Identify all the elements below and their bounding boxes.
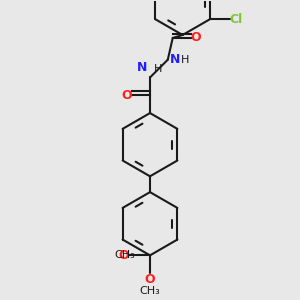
Text: H: H xyxy=(154,64,162,74)
Text: O: O xyxy=(122,89,132,102)
Text: O: O xyxy=(145,273,155,286)
Text: CH₃: CH₃ xyxy=(140,286,160,296)
Text: H: H xyxy=(181,55,189,65)
Text: O: O xyxy=(190,32,201,44)
Text: Cl: Cl xyxy=(230,13,243,26)
Text: N: N xyxy=(170,53,180,66)
Text: O: O xyxy=(118,249,129,262)
Text: CH₃: CH₃ xyxy=(114,250,135,260)
Text: N: N xyxy=(137,61,147,74)
